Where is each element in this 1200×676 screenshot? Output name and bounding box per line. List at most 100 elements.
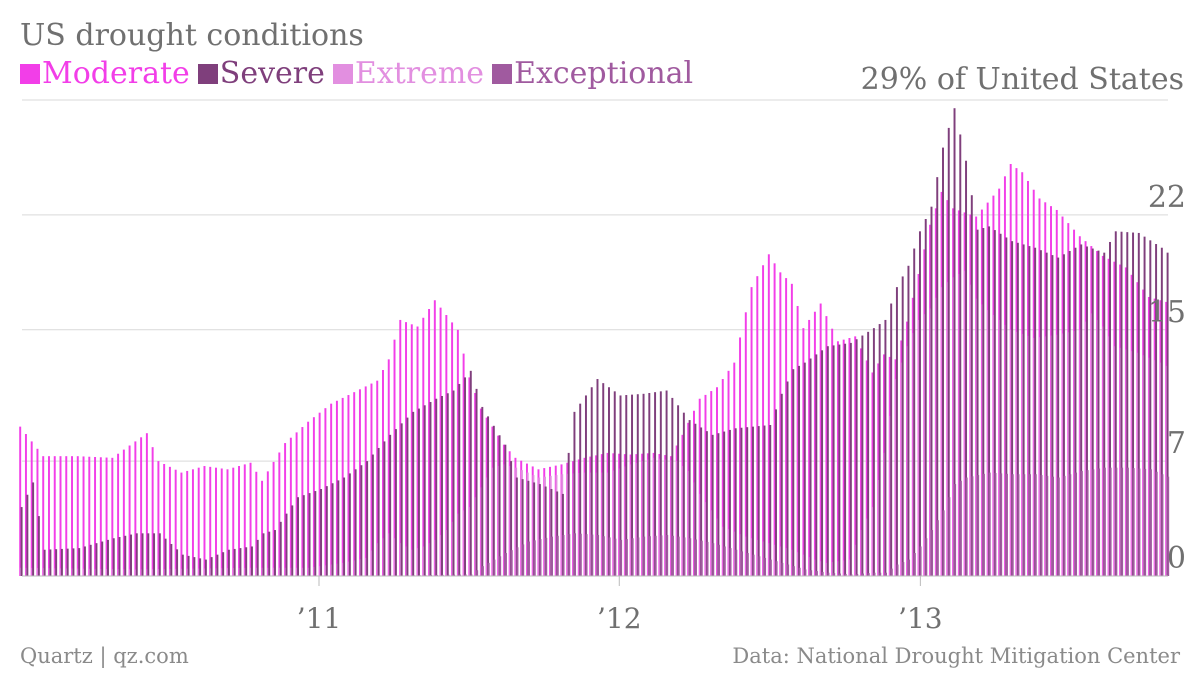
bar-exceptional — [453, 574, 456, 576]
bar-moderate — [698, 398, 701, 576]
bar-severe — [504, 444, 507, 576]
bar-exceptional — [1000, 473, 1003, 576]
bar-exceptional — [810, 570, 813, 576]
bar-exceptional — [741, 551, 744, 576]
bar-severe — [492, 425, 495, 576]
bar-severe — [216, 554, 219, 576]
bar-moderate — [744, 312, 747, 576]
bar-moderate — [779, 272, 782, 576]
bar-moderate — [215, 467, 217, 576]
bar-exceptional — [775, 561, 778, 576]
bar-severe — [1097, 250, 1100, 576]
bar-exceptional — [1046, 475, 1049, 576]
bar-moderate — [157, 461, 160, 576]
bar-severe — [746, 427, 749, 576]
y-tick-label: 7 — [1167, 426, 1186, 461]
y-tick-label: 0 — [1167, 541, 1186, 576]
bar-severe — [723, 431, 726, 576]
bar-moderate — [739, 337, 742, 576]
bar-severe — [20, 507, 23, 576]
bar-severe — [936, 177, 939, 576]
bar-severe — [383, 441, 386, 576]
bar-exceptional — [562, 534, 565, 576]
bar-severe — [763, 425, 766, 576]
bar-severe — [527, 480, 530, 576]
bar-exceptional — [464, 574, 467, 576]
bar-moderate — [831, 328, 834, 576]
bar-exceptional — [1121, 467, 1124, 576]
bar-exceptional — [631, 538, 634, 576]
bar-severe — [239, 548, 242, 576]
bar-exceptional — [568, 534, 571, 576]
bar-severe — [872, 328, 875, 576]
bar-severe — [464, 377, 467, 576]
bar-exceptional — [712, 543, 715, 576]
bar-severe — [544, 486, 547, 576]
bar-exceptional — [677, 536, 680, 576]
bar-moderate — [197, 467, 200, 576]
bar-severe — [786, 381, 789, 576]
bar-moderate — [364, 386, 367, 576]
bar-severe — [533, 482, 536, 576]
y-tick-label: 15 — [1148, 295, 1186, 330]
bar-moderate — [186, 470, 189, 576]
bar-exceptional — [815, 571, 818, 576]
bar-moderate — [24, 434, 27, 576]
bar-moderate — [59, 456, 62, 576]
bar-severe — [1005, 237, 1008, 576]
bar-severe — [740, 427, 743, 576]
bar-exceptional — [1149, 469, 1152, 576]
bar-severe — [890, 303, 893, 576]
bar-severe — [855, 339, 858, 576]
bar-severe — [619, 395, 622, 576]
bar-exceptional — [504, 553, 507, 576]
bar-moderate — [721, 379, 724, 576]
bar-exceptional — [545, 537, 548, 576]
bar-severe — [838, 344, 841, 576]
bar-moderate — [174, 469, 177, 576]
bar-severe — [993, 230, 996, 576]
bar-exceptional — [1023, 474, 1026, 576]
bar-severe — [366, 461, 369, 576]
bar-exceptional — [844, 573, 847, 576]
bar-severe — [435, 398, 438, 576]
bar-exceptional — [487, 562, 490, 576]
bar-moderate — [168, 466, 171, 576]
bar-moderate — [716, 387, 718, 576]
bar-moderate — [266, 471, 269, 576]
bar-severe — [775, 409, 777, 576]
bar-exceptional — [752, 554, 755, 576]
bar-moderate — [48, 456, 50, 576]
bar-exceptional — [1057, 477, 1060, 576]
bar-moderate — [750, 287, 753, 576]
bar-severe — [1062, 254, 1065, 577]
bar-severe — [947, 127, 950, 577]
bar-moderate — [370, 383, 373, 576]
bar-severe — [953, 108, 956, 577]
bar-severe — [291, 505, 294, 576]
bar-severe — [389, 434, 392, 576]
bar-moderate — [191, 469, 194, 576]
bar-severe — [181, 554, 184, 576]
bar-moderate — [330, 403, 333, 576]
bar-severe — [406, 417, 409, 576]
bar-severe — [32, 482, 35, 576]
bar-severe — [705, 431, 708, 576]
legend-label-moderate: Moderate — [42, 56, 190, 91]
bar-exceptional — [510, 550, 513, 576]
bar-severe — [1126, 232, 1129, 576]
bar-severe — [1120, 231, 1123, 576]
bar-exceptional — [919, 546, 922, 576]
bar-severe — [556, 491, 559, 576]
bar-exceptional — [942, 510, 945, 576]
footer-source-credit: Quartz | qz.com — [20, 644, 189, 668]
bar-severe — [751, 426, 754, 576]
bar-severe — [227, 549, 230, 576]
bar-exceptional — [1092, 469, 1095, 576]
bar-exceptional — [1029, 474, 1031, 576]
bar-moderate — [836, 341, 839, 576]
bar-severe — [515, 477, 518, 576]
bar-moderate — [382, 370, 384, 576]
bar-exceptional — [637, 537, 640, 576]
bar-exceptional — [890, 568, 893, 576]
